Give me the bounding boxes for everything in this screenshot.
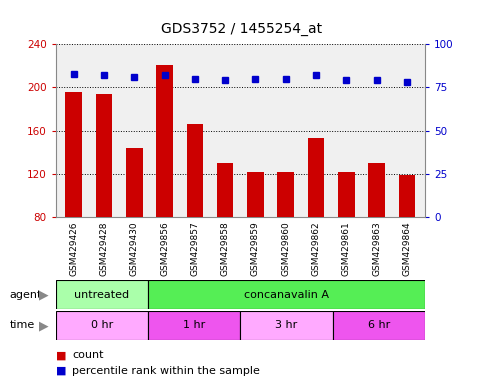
Text: 0 hr: 0 hr (91, 320, 113, 331)
Text: ▶: ▶ (39, 288, 48, 301)
Bar (241, 311, 333, 340)
Text: GSM429861: GSM429861 (342, 221, 351, 276)
Bar (277, 172, 294, 217)
Text: 1 hr: 1 hr (183, 320, 205, 331)
Text: percentile rank within the sample: percentile rank within the sample (72, 366, 260, 376)
Bar (217, 163, 233, 217)
Text: GDS3752 / 1455254_at: GDS3752 / 1455254_at (161, 23, 322, 36)
Text: untreated: untreated (74, 290, 129, 300)
Text: GSM429859: GSM429859 (251, 221, 260, 276)
Bar (398, 175, 415, 217)
Text: GSM429858: GSM429858 (221, 221, 229, 276)
Text: GSM429860: GSM429860 (281, 221, 290, 276)
Text: GSM429863: GSM429863 (372, 221, 381, 276)
Bar (333, 311, 425, 340)
Text: GSM429862: GSM429862 (312, 221, 321, 276)
Bar (148, 280, 425, 309)
Bar (96, 94, 113, 217)
Text: count: count (72, 350, 104, 360)
Text: GSM429430: GSM429430 (130, 221, 139, 276)
Bar (126, 148, 142, 217)
Text: ■: ■ (56, 366, 66, 376)
Text: GSM429856: GSM429856 (160, 221, 169, 276)
Bar (308, 138, 325, 217)
Text: GSM429864: GSM429864 (402, 221, 412, 276)
Text: 3 hr: 3 hr (275, 320, 298, 331)
Text: 6 hr: 6 hr (368, 320, 390, 331)
Text: GSM429426: GSM429426 (69, 222, 78, 276)
Text: agent: agent (10, 290, 42, 300)
Bar (56, 311, 148, 340)
Text: ▶: ▶ (39, 319, 48, 332)
Text: GSM429857: GSM429857 (190, 221, 199, 276)
Text: ■: ■ (56, 350, 66, 360)
Text: concanavalin A: concanavalin A (244, 290, 329, 300)
Bar (56, 280, 148, 309)
Bar (156, 65, 173, 217)
Text: time: time (10, 320, 35, 331)
Text: GSM429428: GSM429428 (99, 222, 109, 276)
Bar (368, 163, 385, 217)
Bar (247, 172, 264, 217)
Bar (186, 124, 203, 217)
Bar (148, 311, 241, 340)
Bar (338, 172, 355, 217)
Bar (65, 92, 82, 217)
